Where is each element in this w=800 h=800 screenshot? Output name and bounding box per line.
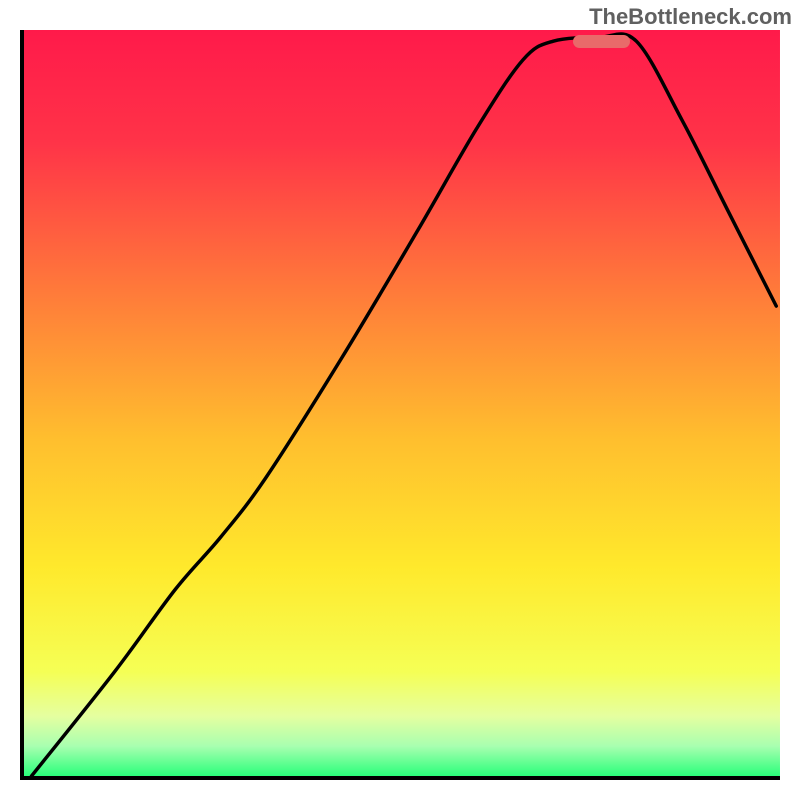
watermark-text: TheBottleneck.com (589, 4, 792, 30)
curve-layer (24, 30, 780, 776)
highlight-marker (573, 35, 630, 49)
plot-area (20, 30, 780, 780)
chart-container: TheBottleneck.com (0, 0, 800, 800)
bottleneck-curve (32, 34, 777, 776)
